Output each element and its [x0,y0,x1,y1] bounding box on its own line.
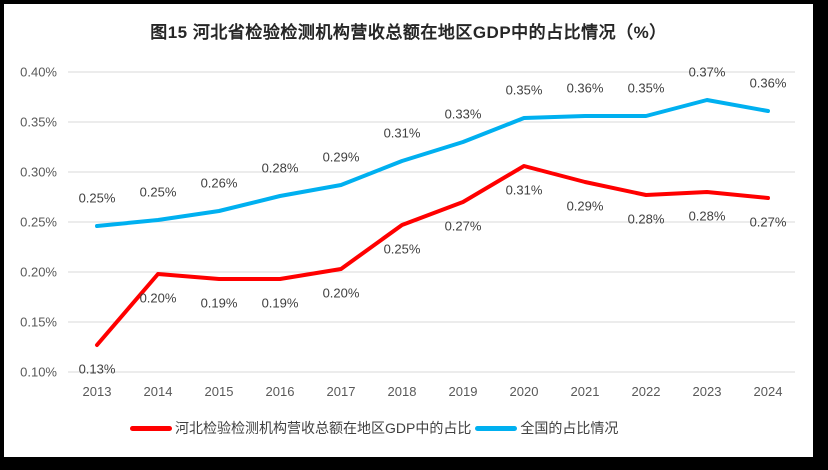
y-axis-tick: 0.35% [20,114,57,130]
legend-swatch-national-icon [475,425,518,431]
data-label-hebei: 0.31% [505,182,543,198]
data-label-hebei: 0.28% [627,211,665,227]
series-line-hebei [95,164,770,347]
legend-swatch-hebei-icon [130,425,172,431]
y-axis-tick: 0.10% [20,364,57,380]
data-label-national: 0.28% [261,160,299,176]
chart-title: 图15 河北省检验检测机构营收总额在地区GDP中的占比情况（%） [150,23,667,42]
legend-label-hebei: 河北检验检测机构营收总额在地区GDP中的占比 [175,420,472,436]
data-label-hebei: 0.19% [261,295,299,311]
x-axis-tick: 2018 [387,384,417,399]
data-label-hebei: 0.20% [139,290,177,306]
data-label-national: 0.33% [444,106,482,122]
x-axis-tick: 2021 [570,384,600,399]
y-axis-tick: 0.20% [20,264,57,280]
data-label-national: 0.31% [383,125,421,141]
data-label-hebei: 0.28% [688,208,726,224]
y-axis-tick: 0.15% [20,314,57,330]
x-axis-tick: 2017 [326,384,356,399]
y-axis-tick: 0.40% [20,64,57,80]
data-label-national: 0.25% [139,184,177,200]
data-label-national: 0.36% [566,80,604,96]
x-axis-tick: 2019 [448,384,478,399]
data-label-national: 0.26% [200,175,238,191]
data-label-national: 0.36% [749,75,787,91]
data-label-hebei: 0.25% [383,241,421,257]
legend-item-hebei: 河北检验检测机构营收总额在地区GDP中的占比 [130,418,471,438]
data-label-hebei: 0.19% [200,295,238,311]
data-label-national: 0.37% [688,64,726,80]
data-label-national: 0.35% [627,80,665,96]
chart-canvas: 图15 河北省检验检测机构营收总额在地区GDP中的占比情况（%） 0.40% 0.… [4,4,813,457]
data-label-national: 0.35% [505,82,543,98]
legend-label-national: 全国的占比情况 [520,420,619,436]
x-axis-tick: 2022 [631,384,661,399]
y-axis-tick: 0.25% [20,214,57,230]
x-axis-tick: 2024 [753,384,783,399]
legend: 河北检验检测机构营收总额在地区GDP中的占比 全国的占比情况 [130,418,622,438]
x-axis-tick: 2014 [143,384,173,399]
y-axis-tick: 0.30% [20,164,57,180]
plot-area: 0.40% 0.35% 0.30% 0.25% 0.20% 0.15% 0.10% 2013 2… [4,4,813,457]
x-axis-tick: 2023 [692,384,722,399]
series-line-national [95,98,770,228]
x-axis-tick: 2020 [509,384,539,399]
data-label-national: 0.25% [78,190,116,206]
x-axis-tick: 2016 [265,384,295,399]
legend-item-national: 全国的占比情况 [475,418,618,438]
data-label-hebei: 0.20% [322,285,360,301]
data-label-hebei: 0.27% [444,218,482,234]
chart-lines-svg [68,71,795,373]
x-axis-tick: 2015 [204,384,234,399]
data-label-hebei: 0.27% [749,214,787,230]
data-label-hebei: 0.13% [78,361,116,377]
data-label-hebei: 0.29% [566,198,604,214]
data-label-national: 0.29% [322,149,360,165]
x-axis-tick: 2013 [82,384,112,399]
